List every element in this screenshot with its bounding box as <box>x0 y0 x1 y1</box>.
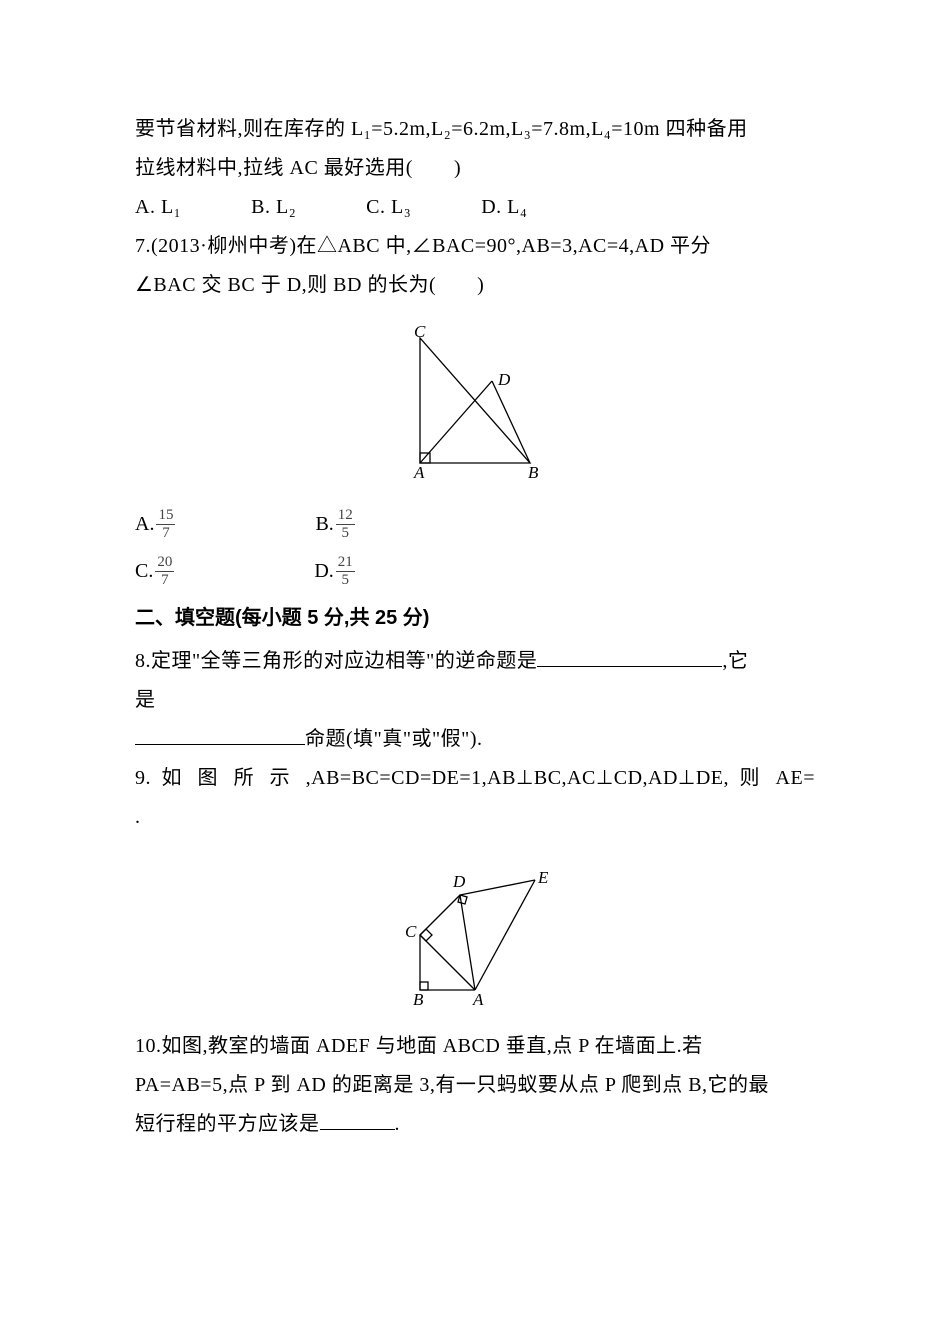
blank-line <box>537 651 722 667</box>
q6-opt-a: A. L₁ <box>135 188 181 227</box>
q7-label-b: B <box>528 463 539 482</box>
q7-line2: ∠BAC 交 BC 于 D,则 BD 的长为( ) <box>135 266 815 305</box>
q9-figure: A B C D E <box>135 855 815 1019</box>
q7-opt-d: D. 21 5 <box>314 552 354 591</box>
q9-label-b: B <box>413 990 424 1005</box>
q8-text3: 是 <box>135 689 156 711</box>
q9-label-e: E <box>537 868 549 887</box>
q6-opt-b: B. L₂ <box>251 188 296 227</box>
blank-line <box>320 1114 395 1130</box>
q6-options: A. L₁ B. L₂ C. L₃ D. L₄ <box>135 188 815 227</box>
q7-opt-d-label: D. <box>314 552 333 591</box>
q9-diagram-svg: A B C D E <box>375 855 575 1005</box>
q9-label-d: D <box>452 872 466 891</box>
q7-b-den: 5 <box>342 525 350 541</box>
document-page: 要节省材料,则在库存的 L₁=5.2m,L₂=6.2m,L₃=7.8m,L₄=1… <box>0 0 950 1204</box>
q7-opt-b: B. 12 5 <box>315 505 354 544</box>
q7-options-row2: C. 20 7 D. 21 5 <box>135 552 815 591</box>
q7-opt-a: A. 15 7 <box>135 505 175 544</box>
q6-line1: 要节省材料,则在库存的 L₁=5.2m,L₂=6.2m,L₃=7.8m,L₄=1… <box>135 110 815 149</box>
q7-options-row1: A. 15 7 B. 12 5 <box>135 505 815 544</box>
q8-line1: 8.定理"全等三角形的对应边相等"的逆命题是 ,它 <box>135 642 815 681</box>
q7-figure: A B C D <box>135 323 815 497</box>
q8-line3: 命题(填"真"或"假"). <box>135 720 815 759</box>
q9-label-c: C <box>405 922 417 941</box>
q7-a-num: 15 <box>156 508 175 525</box>
q7-c-num: 20 <box>155 555 174 572</box>
q10-text-a: 短行程的平方应该是 <box>135 1113 320 1135</box>
q7-triangle-svg: A B C D <box>380 323 570 483</box>
q6-opt-d: D. L₄ <box>481 188 527 227</box>
q10-line3: 短行程的平方应该是. <box>135 1105 815 1144</box>
q10-text-b: . <box>395 1113 401 1135</box>
q7-a-den: 7 <box>162 525 170 541</box>
q6-line2: 拉线材料中,拉线 AC 最好选用( ) <box>135 149 815 188</box>
q10-line2: PA=AB=5,点 P 到 AD 的距离是 3,有一只蚂蚁要从点 P 爬到点 B… <box>135 1066 815 1105</box>
q7-d-den: 5 <box>342 572 350 588</box>
q6-opt-c: C. L₃ <box>366 188 411 227</box>
q8-text1: 8.定理"全等三角形的对应边相等"的逆命题是 <box>135 650 537 672</box>
q7-label-d: D <box>497 370 511 389</box>
q9-label-a: A <box>472 990 484 1005</box>
q7-opt-c-label: C. <box>135 552 153 591</box>
q8-text5: 命题(填"真"或"假"). <box>305 728 482 750</box>
q7-opt-a-label: A. <box>135 505 154 544</box>
q9-line2: . <box>135 798 815 837</box>
blank-line <box>135 729 305 745</box>
q8-text2: ,它 <box>722 650 748 672</box>
fraction-icon: 15 7 <box>156 508 175 541</box>
section-2-heading: 二、填空题(每小题 5 分,共 25 分) <box>135 599 815 638</box>
q7-line1: 7.(2013·柳州中考)在△ABC 中,∠BAC=90°,AB=3,AC=4,… <box>135 227 815 266</box>
q7-label-a: A <box>413 463 425 482</box>
q7-b-num: 12 <box>336 508 355 525</box>
q7-c-den: 7 <box>161 572 169 588</box>
fraction-icon: 21 5 <box>336 555 355 588</box>
q7-opt-c: C. 20 7 <box>135 552 174 591</box>
q7-d-num: 21 <box>336 555 355 572</box>
q7-opt-b-label: B. <box>315 505 333 544</box>
q10-line1: 10.如图,教室的墙面 ADEF 与地面 ABCD 垂直,点 P 在墙面上.若 <box>135 1027 815 1066</box>
fraction-icon: 20 7 <box>155 555 174 588</box>
fraction-icon: 12 5 <box>336 508 355 541</box>
q8-line2: 是 <box>135 681 815 720</box>
q7-label-c: C <box>414 323 426 341</box>
q9-line1: 9. 如 图 所 示 ,AB=BC=CD=DE=1,AB⊥BC,AC⊥CD,AD… <box>135 759 815 798</box>
